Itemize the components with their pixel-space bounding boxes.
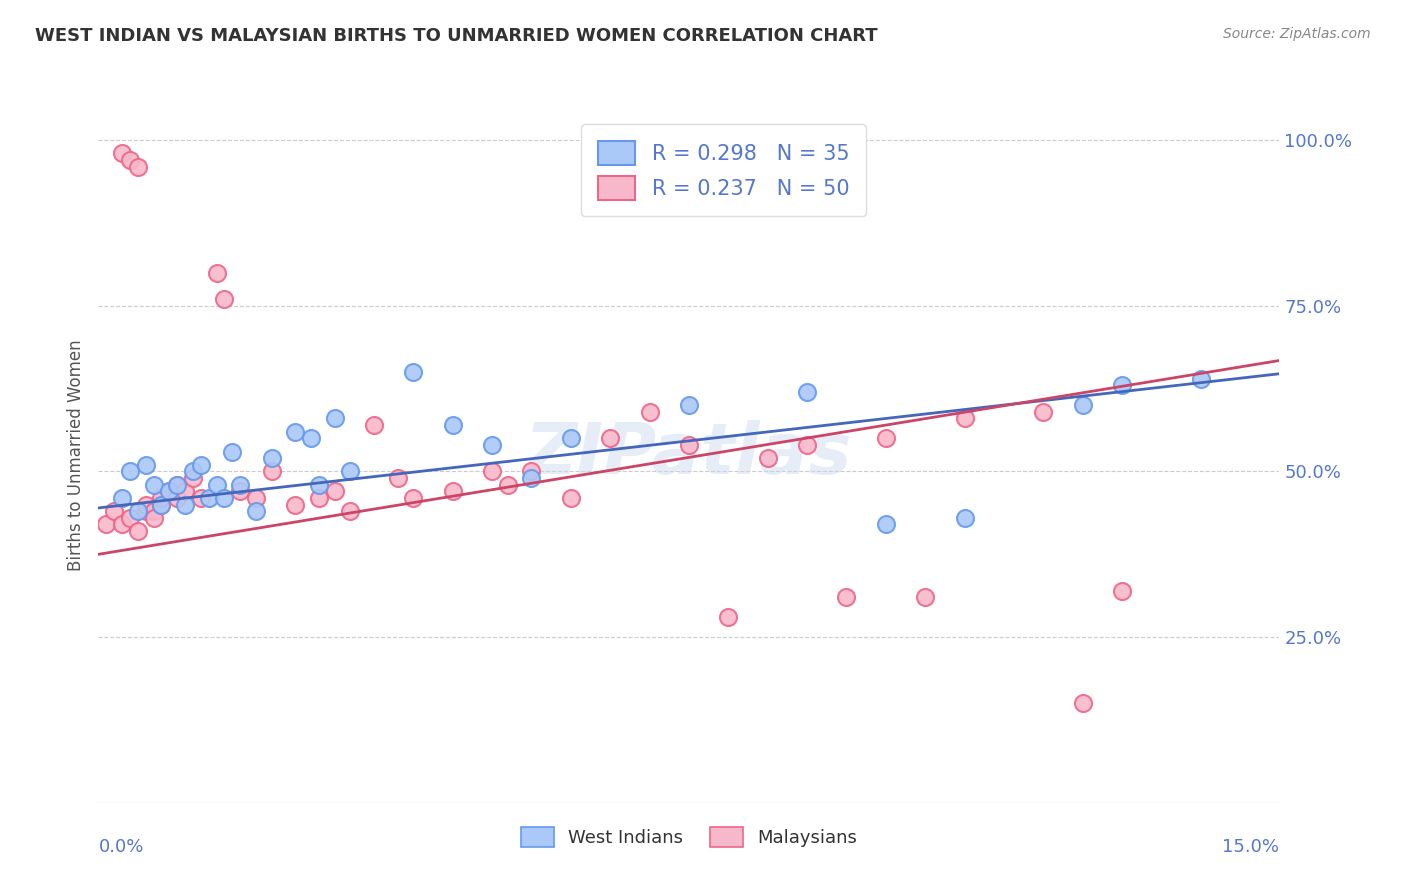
Point [229, 484, 252, 499]
Point [1111, 378, 1133, 392]
Point [260, 465, 283, 479]
Point [402, 491, 425, 505]
Legend: West Indians, Malaysians: West Indians, Malaysians [512, 817, 866, 856]
Point [127, 524, 149, 538]
Point [190, 491, 212, 505]
Point [118, 465, 141, 479]
Point [953, 511, 976, 525]
Point [441, 484, 464, 499]
Point [142, 477, 165, 491]
Point [1111, 583, 1133, 598]
Point [142, 504, 165, 518]
Point [118, 511, 141, 525]
Point [135, 504, 157, 518]
Text: ZIPatlas: ZIPatlas [526, 420, 852, 490]
Point [174, 498, 197, 512]
Point [1189, 372, 1212, 386]
Point [520, 465, 543, 479]
Point [756, 451, 779, 466]
Point [135, 498, 157, 512]
Text: Source: ZipAtlas.com: Source: ZipAtlas.com [1223, 27, 1371, 41]
Point [387, 471, 409, 485]
Y-axis label: Births to Unmarried Women: Births to Unmarried Women [66, 339, 84, 571]
Point [363, 418, 385, 433]
Point [174, 484, 197, 499]
Point [181, 471, 204, 485]
Point [111, 146, 134, 161]
Point [1032, 405, 1054, 419]
Point [875, 517, 897, 532]
Point [323, 484, 346, 499]
Point [127, 504, 149, 518]
Point [197, 491, 219, 505]
Point [560, 491, 582, 505]
Point [205, 266, 228, 280]
Point [402, 365, 425, 379]
Point [914, 591, 936, 605]
Point [166, 477, 188, 491]
Point [111, 491, 134, 505]
Point [441, 418, 464, 433]
Point [229, 477, 252, 491]
Point [142, 511, 165, 525]
Point [150, 498, 173, 512]
Point [214, 491, 236, 505]
Point [181, 465, 204, 479]
Point [245, 491, 267, 505]
Point [339, 465, 361, 479]
Point [260, 451, 283, 466]
Point [127, 160, 149, 174]
Point [520, 471, 543, 485]
Point [205, 477, 228, 491]
Point [245, 504, 267, 518]
Point [103, 504, 125, 518]
Point [299, 431, 322, 445]
Text: WEST INDIAN VS MALAYSIAN BIRTHS TO UNMARRIED WOMEN CORRELATION CHART: WEST INDIAN VS MALAYSIAN BIRTHS TO UNMAR… [35, 27, 877, 45]
Point [560, 431, 582, 445]
Point [323, 411, 346, 425]
Point [308, 477, 330, 491]
Point [214, 292, 236, 306]
Text: 15.0%: 15.0% [1222, 838, 1279, 855]
Point [717, 610, 740, 624]
Point [135, 458, 157, 472]
Point [339, 504, 361, 518]
Point [157, 484, 180, 499]
Point [796, 384, 818, 399]
Point [157, 484, 180, 499]
Point [678, 398, 700, 412]
Point [953, 411, 976, 425]
Point [481, 465, 503, 479]
Point [796, 438, 818, 452]
Point [96, 517, 118, 532]
Point [284, 425, 307, 439]
Point [1071, 697, 1094, 711]
Point [1071, 398, 1094, 412]
Point [166, 477, 188, 491]
Point [481, 438, 503, 452]
Point [599, 431, 621, 445]
Point [150, 491, 173, 505]
Point [284, 498, 307, 512]
Point [150, 498, 173, 512]
Point [308, 491, 330, 505]
Point [166, 491, 188, 505]
Point [638, 405, 661, 419]
Point [221, 444, 243, 458]
Point [190, 458, 212, 472]
Point [678, 438, 700, 452]
Point [835, 591, 858, 605]
Point [111, 517, 134, 532]
Point [118, 153, 141, 167]
Point [875, 431, 897, 445]
Text: 0.0%: 0.0% [98, 838, 143, 855]
Point [496, 477, 519, 491]
